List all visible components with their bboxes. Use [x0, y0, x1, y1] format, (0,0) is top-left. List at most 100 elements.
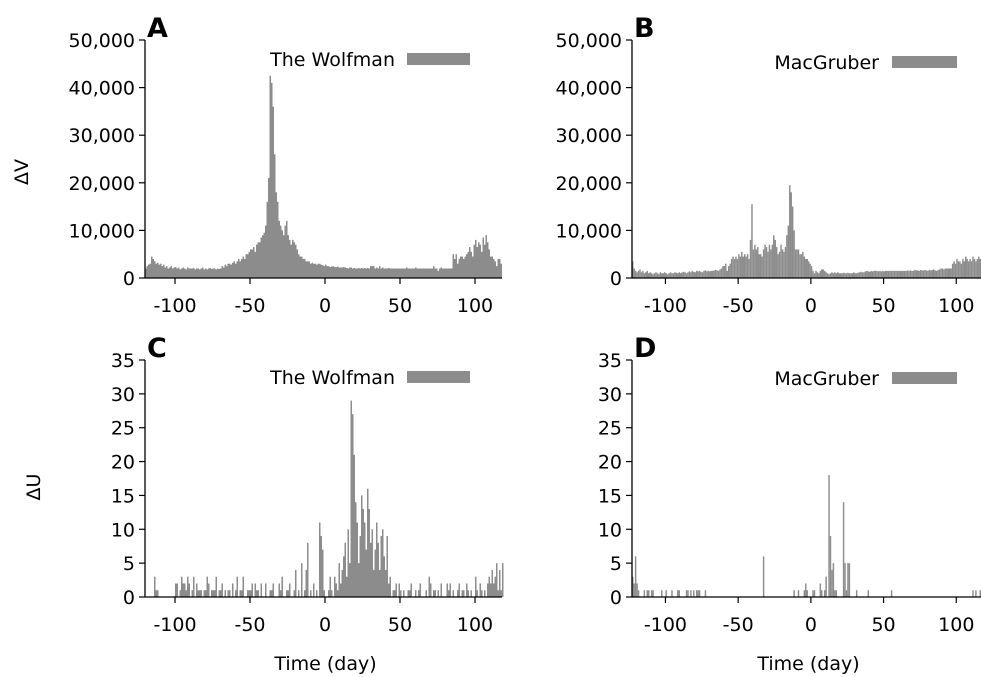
- bar: [697, 590, 699, 597]
- bar: [187, 576, 189, 597]
- bar: [908, 270, 910, 278]
- bar: [972, 590, 974, 597]
- bar: [666, 274, 669, 278]
- legend-swatch: [407, 371, 470, 383]
- bar: [185, 269, 187, 278]
- bar: [693, 590, 695, 597]
- bar: [919, 269, 922, 278]
- bar: [709, 271, 711, 278]
- bar: [436, 268, 438, 278]
- bar: [787, 225, 790, 278]
- panel-d: 0 5 10 15 20 25 30 35 -100 -50 0 50 100 D MacGruber Tim…: [598, 333, 981, 675]
- bar: [485, 235, 487, 278]
- bar: [806, 258, 808, 278]
- bar: [302, 258, 304, 278]
- bar: [385, 569, 387, 597]
- bar: [479, 244, 481, 278]
- bar: [205, 268, 207, 278]
- bar: [951, 263, 954, 278]
- bar: [488, 576, 490, 597]
- bar: [322, 549, 324, 597]
- bar: [286, 220, 288, 278]
- bar: [671, 590, 673, 597]
- bar: [172, 268, 174, 278]
- bar: [727, 266, 730, 278]
- bar: [789, 185, 791, 278]
- bar: [839, 273, 842, 278]
- bar: [443, 268, 445, 278]
- bar: [711, 270, 714, 278]
- bar: [461, 590, 463, 597]
- bar: [173, 267, 175, 278]
- y-tick-label: 50,000: [556, 30, 622, 52]
- bar: [410, 268, 412, 278]
- bar: [813, 273, 816, 278]
- bar: [815, 270, 817, 278]
- bar: [812, 270, 814, 278]
- bar: [242, 576, 244, 597]
- bar: [882, 270, 884, 278]
- bar: [771, 244, 774, 278]
- bar: [352, 414, 354, 597]
- bar: [774, 239, 776, 278]
- bar: [751, 204, 753, 278]
- bar: [707, 270, 710, 278]
- x-tick-label: 50: [871, 614, 895, 636]
- bar: [215, 576, 217, 597]
- bar: [933, 269, 935, 278]
- x-axis-label: Time (day): [756, 653, 859, 675]
- bar: [262, 235, 264, 278]
- bar: [748, 258, 750, 278]
- bar: [491, 569, 493, 597]
- bar: [632, 576, 634, 597]
- bar: [973, 258, 976, 278]
- bar: [239, 261, 241, 278]
- bar: [957, 261, 960, 278]
- bar: [844, 563, 846, 597]
- bar: [819, 270, 822, 278]
- bar: [325, 264, 327, 278]
- bar: [382, 267, 384, 278]
- bar: [280, 590, 282, 597]
- bar: [976, 258, 979, 278]
- bar: [847, 272, 849, 278]
- bar: [954, 263, 957, 278]
- bar: [197, 268, 199, 278]
- bar: [844, 273, 846, 278]
- bar: [317, 263, 319, 278]
- bar: [278, 583, 280, 597]
- bar: [710, 270, 712, 278]
- bar: [831, 272, 833, 278]
- bar: [299, 256, 301, 278]
- bar: [434, 268, 436, 278]
- y-tick-label: 50,000: [69, 30, 135, 52]
- bar: [350, 267, 352, 278]
- bar: [741, 251, 743, 278]
- bar: [419, 268, 421, 278]
- bar: [155, 590, 157, 597]
- bar: [427, 268, 429, 278]
- bar: [886, 270, 888, 278]
- x-tick-label: -100: [153, 614, 196, 636]
- bar: [500, 590, 502, 597]
- bar: [869, 271, 871, 278]
- bar: [864, 271, 867, 278]
- bar: [850, 273, 852, 278]
- bar: [218, 268, 220, 278]
- bar: [307, 542, 309, 597]
- bar: [934, 270, 936, 278]
- bar: [975, 590, 977, 597]
- bar: [338, 267, 340, 278]
- bar: [927, 270, 929, 278]
- bar: [235, 263, 237, 278]
- bar: [154, 261, 156, 278]
- bar: [745, 256, 747, 278]
- bar: [950, 268, 952, 278]
- bar: [361, 495, 363, 597]
- bar: [206, 576, 208, 597]
- bar: [413, 268, 415, 278]
- bar: [392, 590, 394, 597]
- bar: [873, 270, 875, 278]
- bar: [151, 256, 153, 278]
